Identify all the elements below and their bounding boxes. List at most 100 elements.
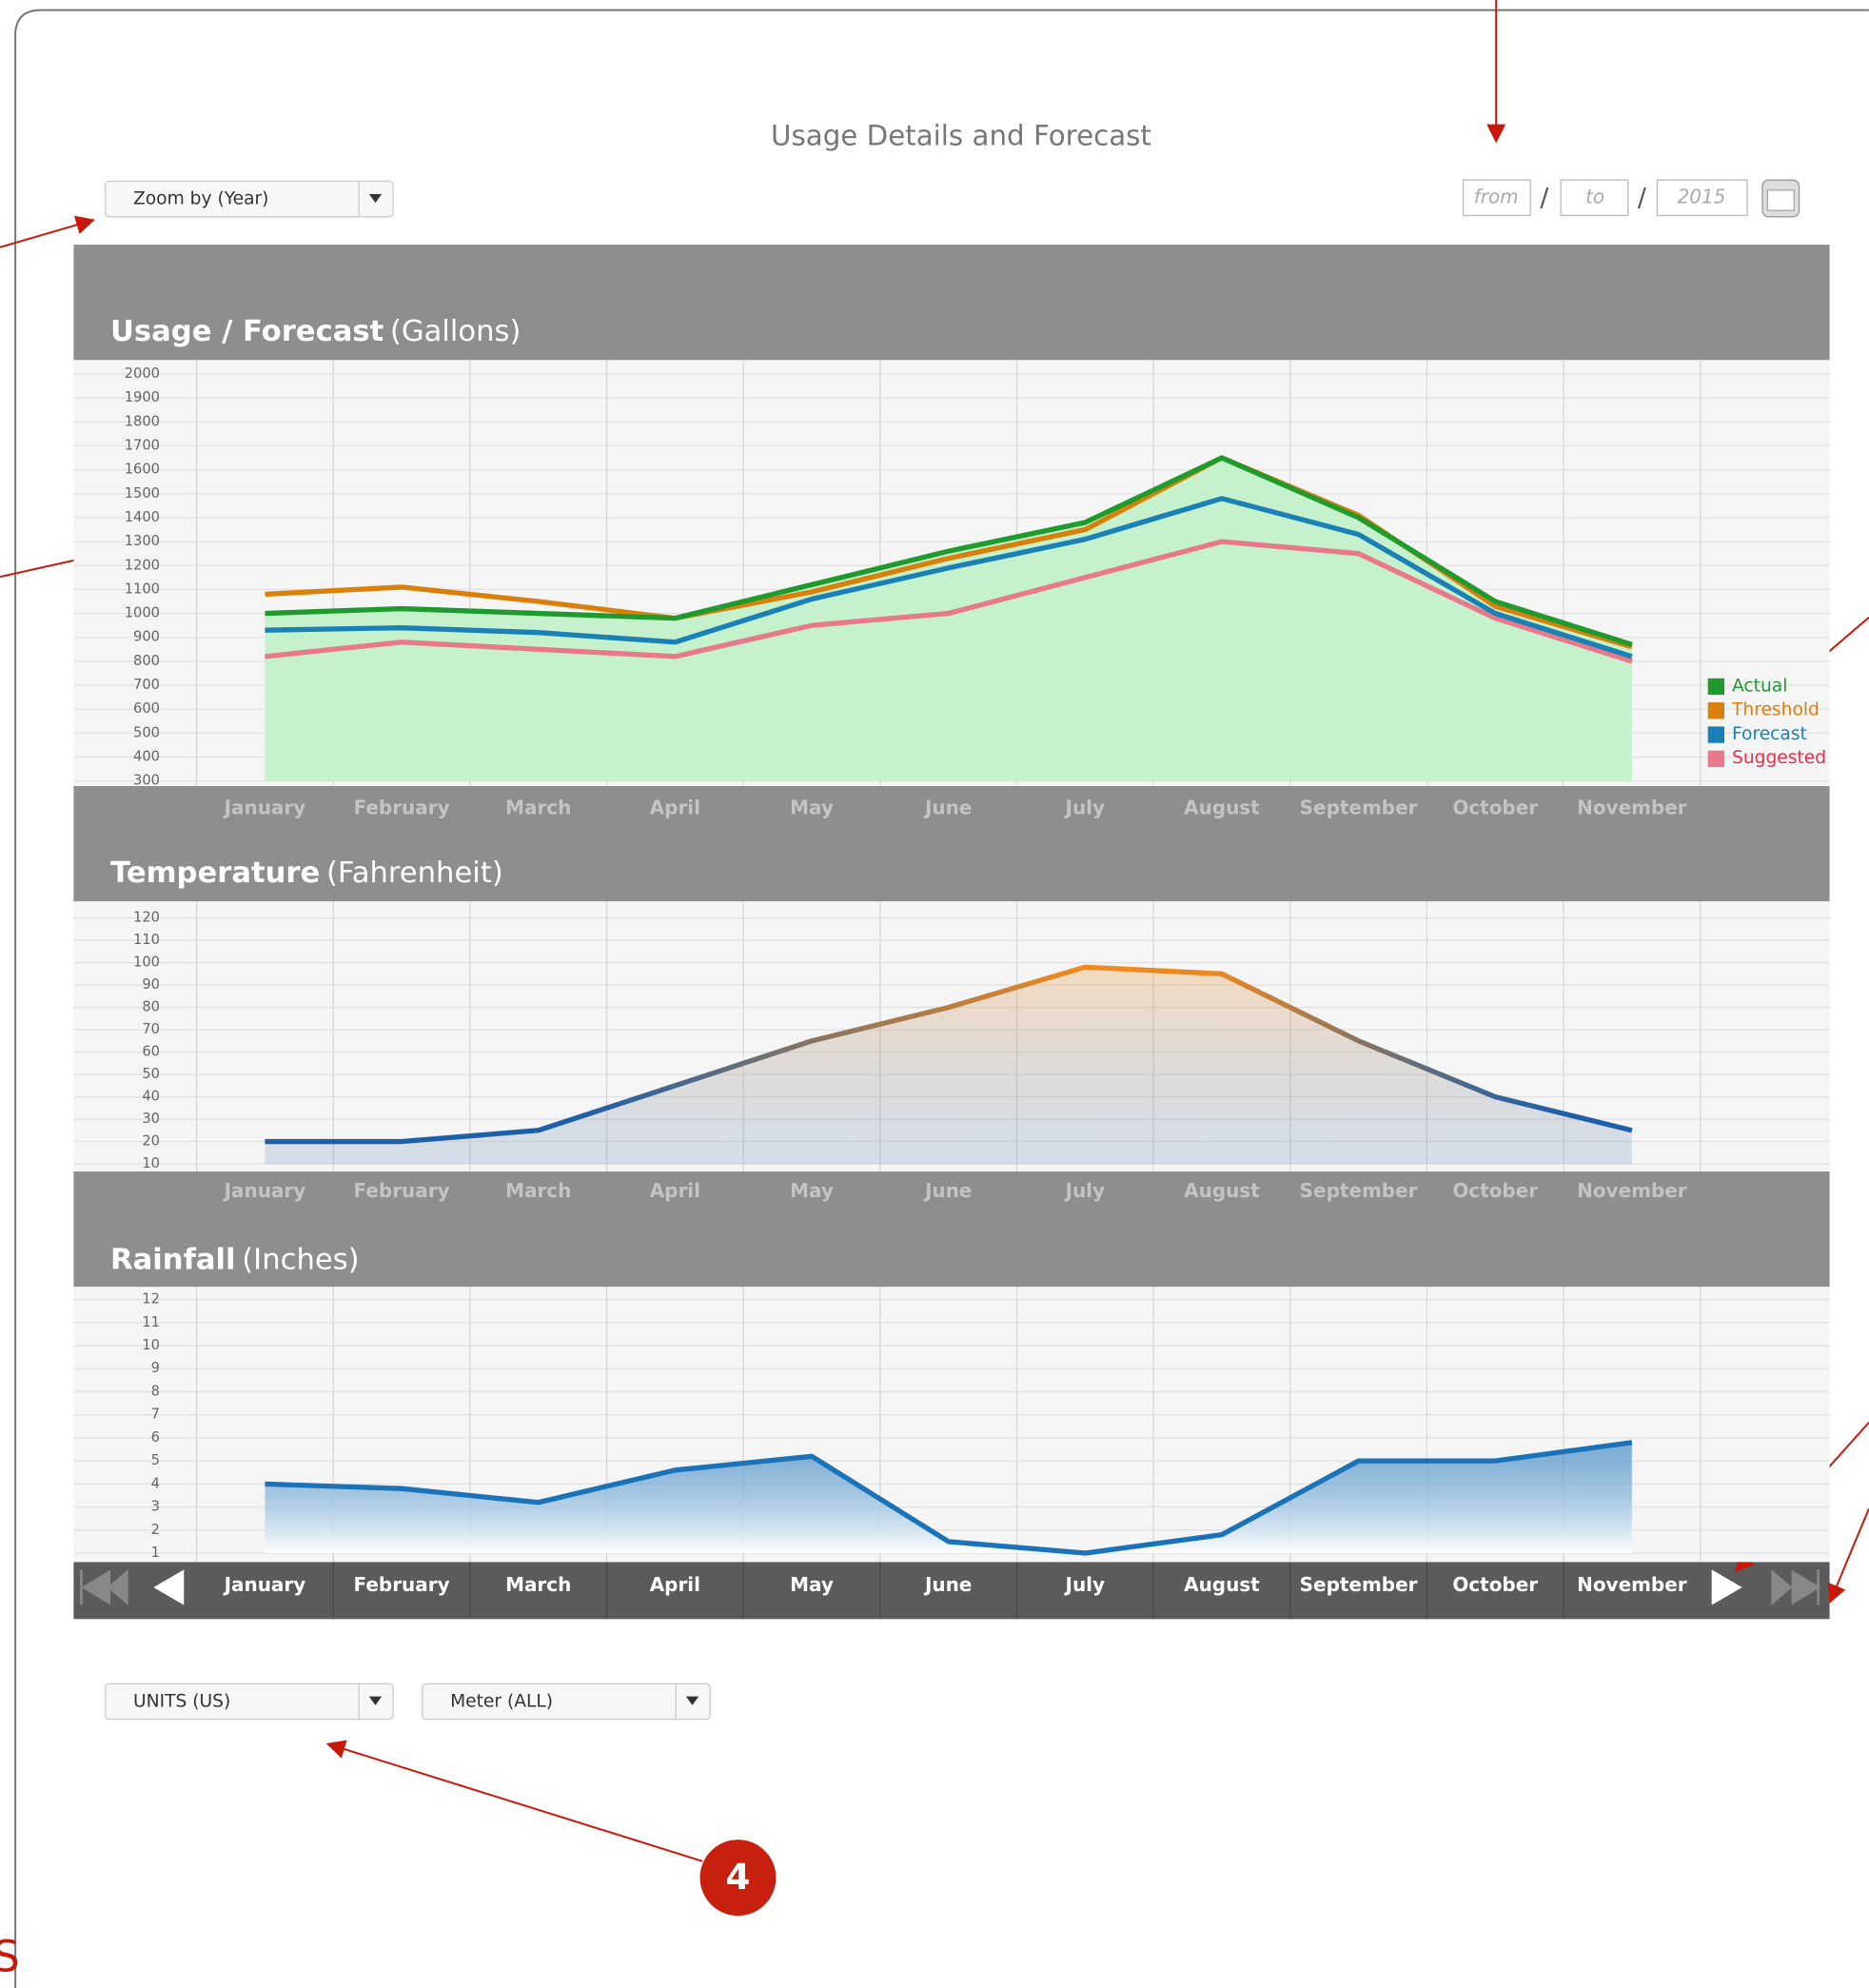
- month-label: July: [1064, 796, 1106, 818]
- separator: /: [1540, 184, 1548, 213]
- separator: /: [1638, 184, 1646, 213]
- month-label: April: [650, 1573, 700, 1596]
- y-tick-label: 30: [142, 1111, 160, 1127]
- y-tick-label: 1500: [125, 485, 160, 502]
- month-label: October: [1452, 1573, 1538, 1596]
- units-select[interactable]: UNITS (US): [105, 1683, 394, 1721]
- to-placeholder: to: [1585, 185, 1604, 207]
- from-placeholder: from: [1474, 185, 1519, 207]
- nav-last[interactable]: [1771, 1569, 1821, 1605]
- legend-label: Actual: [1732, 676, 1787, 696]
- month-label: January: [223, 796, 306, 818]
- legend-swatch: [1707, 678, 1725, 696]
- date-range: from / to / 2015: [1462, 179, 1800, 218]
- month-label: January: [223, 1573, 306, 1596]
- zoom-select[interactable]: Zoom by (Year): [105, 180, 394, 218]
- area: [265, 1442, 1632, 1554]
- month-label: May: [790, 1573, 834, 1596]
- chart-panel: Usage / Forecast (Gallons) 300 400 500 600 700…: [73, 315, 1830, 789]
- y-tick-label: 1700: [125, 437, 160, 453]
- month-label: July: [1064, 1179, 1106, 1202]
- to-input[interactable]: [1560, 179, 1629, 217]
- y-tick-label: 700: [133, 677, 160, 693]
- month-label: March: [505, 796, 571, 818]
- month-label: September: [1300, 796, 1418, 818]
- y-tick-label: 9: [151, 1360, 160, 1376]
- year-placeholder: 2015: [1678, 185, 1726, 207]
- y-tick-label: 1100: [125, 581, 160, 597]
- y-tick-label: 12: [142, 1291, 160, 1308]
- series-line: [265, 539, 1633, 664]
- month-label: February: [354, 1573, 450, 1596]
- legend-swatch: [1707, 702, 1725, 719]
- y-tick-label: 1200: [125, 557, 160, 573]
- legend-swatch: [1707, 726, 1725, 743]
- month-label: February: [354, 1179, 450, 1202]
- panel-title-unit: (Inches): [242, 1243, 359, 1276]
- y-tick-label: 50: [142, 1066, 160, 1082]
- month-label: April: [650, 1179, 700, 1202]
- y-tick-label: 6: [151, 1429, 160, 1446]
- callout-badge: [699, 1840, 777, 1917]
- panel-title: Rainfall (Inches): [110, 1243, 360, 1276]
- y-tick-label: 110: [133, 932, 160, 948]
- panel-title-main: Usage / Forecast: [110, 315, 384, 348]
- y-tick-label: 2000: [125, 365, 160, 382]
- year-input[interactable]: [1656, 179, 1748, 217]
- nav-first[interactable]: [80, 1569, 128, 1605]
- legend-swatch: [1707, 750, 1725, 768]
- panel-title-main: Temperature: [110, 856, 320, 889]
- zoom-label: Zoom by (Year): [133, 189, 268, 209]
- panel-header: [73, 245, 1830, 361]
- month-label: March: [505, 1179, 571, 1202]
- chart-panel: Temperature (Fahrenheit) 10 20 30 40 50 60 70 80 9…: [73, 856, 1830, 1171]
- month-label: January: [223, 1179, 306, 1202]
- series-line: [265, 455, 1633, 647]
- month-label: September: [1300, 1179, 1418, 1202]
- month-label: June: [923, 1179, 972, 1202]
- y-tick-label: 1000: [125, 605, 160, 621]
- month-label: June: [923, 796, 972, 818]
- area: [265, 967, 1632, 1165]
- y-tick-label: 11: [142, 1314, 160, 1330]
- y-tick-label: 1900: [125, 389, 160, 405]
- y-tick-label: 100: [133, 955, 160, 971]
- edge-text: S: [0, 1932, 20, 1982]
- series-line: [265, 1440, 1633, 1556]
- y-tick-label: 1800: [125, 413, 160, 429]
- month-label: August: [1184, 1179, 1260, 1202]
- month-label: April: [650, 796, 700, 818]
- month-label: May: [790, 1179, 834, 1202]
- y-tick-label: 800: [133, 653, 160, 669]
- nav-bar: [73, 1562, 1830, 1620]
- month-label: November: [1577, 1573, 1687, 1596]
- panel-header: [73, 1171, 1830, 1288]
- month-label: August: [1184, 796, 1260, 818]
- nav-prev[interactable]: [153, 1569, 185, 1605]
- y-tick-label: 2: [151, 1522, 160, 1538]
- panel-title: Temperature (Fahrenheit): [110, 856, 503, 889]
- nav-next[interactable]: [1711, 1569, 1742, 1605]
- panel-header: [73, 786, 1830, 902]
- month-label: October: [1452, 1179, 1538, 1202]
- calendar-button[interactable]: [1761, 179, 1800, 218]
- from-input[interactable]: [1462, 179, 1531, 217]
- y-tick-label: 5: [151, 1452, 160, 1468]
- meter-select[interactable]: Meter (ALL): [422, 1683, 711, 1721]
- panel-title-main: Rainfall: [110, 1243, 236, 1276]
- y-tick-label: 70: [142, 1021, 160, 1037]
- y-tick-label: 90: [142, 976, 160, 993]
- y-tick-label: 600: [133, 700, 160, 717]
- area: [265, 458, 1632, 781]
- callout-number: 4: [726, 1856, 751, 1898]
- y-tick-label: 900: [133, 629, 160, 645]
- y-tick-label: 20: [142, 1133, 160, 1150]
- y-tick-label: 120: [133, 910, 160, 926]
- legend-label: Suggested: [1732, 748, 1826, 768]
- series-line: [265, 496, 1633, 659]
- y-tick-label: 10: [142, 1337, 160, 1353]
- y-tick-label: 3: [151, 1499, 160, 1515]
- y-tick-label: 8: [151, 1383, 160, 1399]
